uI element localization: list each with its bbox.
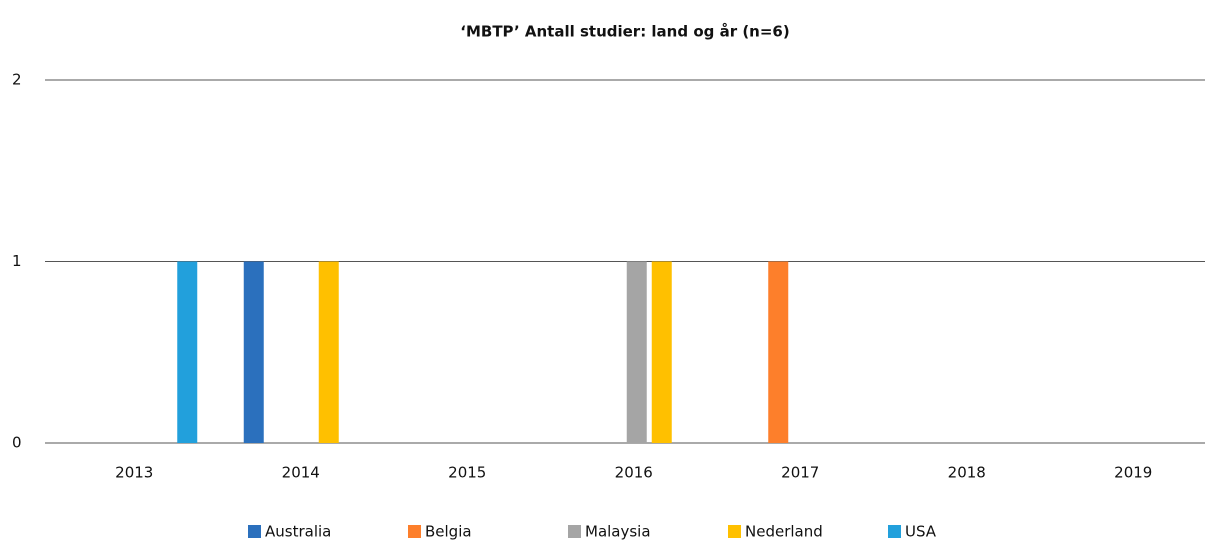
legend-label: Malaysia <box>585 523 651 540</box>
bar <box>626 261 647 443</box>
x-tick-label: 2014 <box>282 464 320 482</box>
legend-swatch <box>728 525 741 538</box>
y-tick-label: 2 <box>12 71 22 89</box>
legend-label: Nederland <box>745 523 823 540</box>
legend-swatch <box>888 525 901 538</box>
y-tick-label: 1 <box>12 252 22 270</box>
legend-label: USA <box>905 523 937 540</box>
x-tick-label: 2015 <box>448 464 486 482</box>
bar <box>177 261 198 443</box>
bar <box>243 261 264 443</box>
y-tick-label: 0 <box>12 434 22 452</box>
chart-title: ‘MBTP’ Antall studier: land og år (n=6) <box>460 23 789 41</box>
x-tick-label: 2019 <box>1114 464 1152 482</box>
bar <box>651 261 672 443</box>
bar <box>768 261 789 443</box>
legend-label: Australia <box>265 523 331 540</box>
legend-label: Belgia <box>425 523 472 540</box>
legend-swatch <box>248 525 261 538</box>
legend-swatch <box>408 525 421 538</box>
x-tick-label: 2017 <box>781 464 819 482</box>
bar <box>318 261 339 443</box>
legend-swatch <box>568 525 581 538</box>
x-tick-label: 2016 <box>615 464 653 482</box>
x-tick-label: 2013 <box>115 464 153 482</box>
x-tick-label: 2018 <box>948 464 986 482</box>
